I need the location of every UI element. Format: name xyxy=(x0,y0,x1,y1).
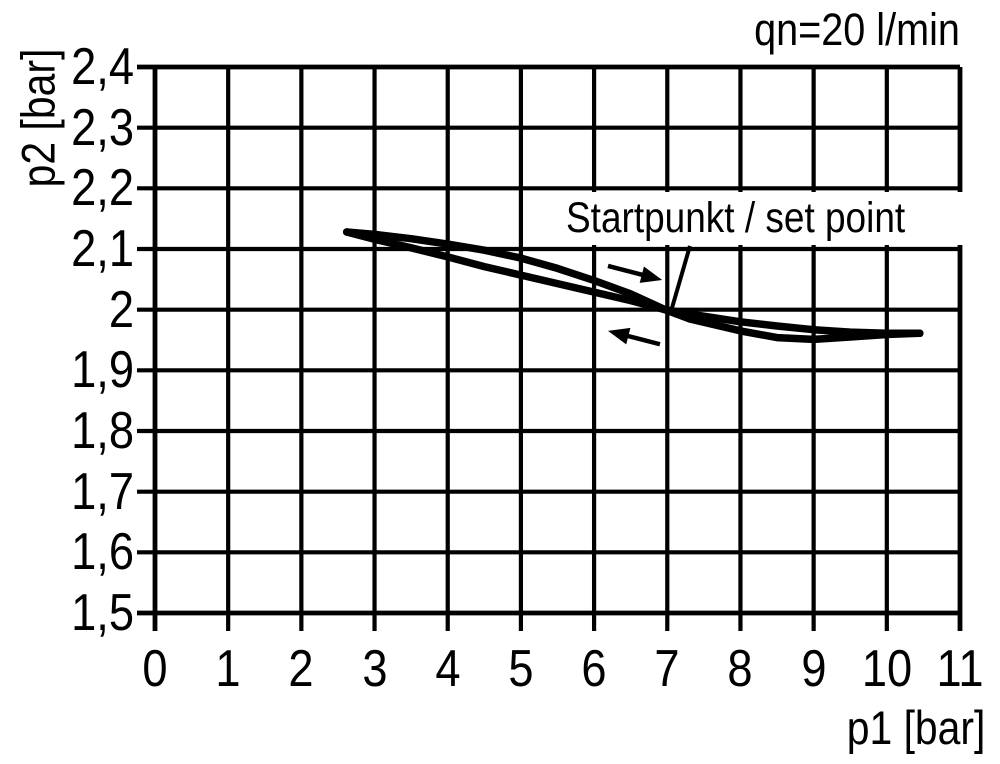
y-tick-label: 2,2 xyxy=(71,159,134,218)
x-tick-label: 7 xyxy=(654,640,680,698)
y-tick-label: 2,4 xyxy=(71,38,134,96)
arrow-shaft-forward-direction xyxy=(607,263,647,278)
x-axis-title: p1 [bar] xyxy=(846,701,985,754)
curve-return-branch xyxy=(342,228,924,338)
x-tick-label: 10 xyxy=(861,640,912,698)
set-point-annotation-text: Startpunkt / set point xyxy=(566,194,906,242)
x-tick-label: 11 xyxy=(936,640,984,698)
x-tick-label: 9 xyxy=(801,640,827,698)
set-point-annotation: Startpunkt / set point xyxy=(552,192,966,245)
x-tick-label: 5 xyxy=(508,640,534,698)
x-tick-label: 6 xyxy=(581,640,607,698)
arrow-head-return-direction xyxy=(607,327,631,345)
y-tick-label: 2 xyxy=(108,280,134,339)
arrow-shaft-return-direction xyxy=(623,332,661,347)
x-tick-label: 3 xyxy=(361,640,388,698)
y-tick-label: 1,8 xyxy=(71,402,134,460)
x-tick-label: 1 xyxy=(215,640,241,698)
y-tick-label: 1,5 xyxy=(71,584,134,642)
x-tick-label: 2 xyxy=(288,640,314,698)
x-tick-label: 4 xyxy=(435,640,461,698)
y-tick-label: 2,3 xyxy=(71,98,134,157)
arrow-head-forward-direction xyxy=(639,266,663,283)
y-tick-label: 1,6 xyxy=(71,523,134,582)
x-tick-label: 8 xyxy=(727,640,754,698)
y-tick-label: 1,7 xyxy=(71,462,134,521)
curve-forward-branch xyxy=(342,228,924,344)
y-tick-label: 2,1 xyxy=(71,220,134,278)
x-tick-label: 0 xyxy=(142,640,168,698)
annotation-leader-line xyxy=(669,245,692,310)
y-tick-label: 1,9 xyxy=(71,341,134,400)
flow-rate-label: qn=20 l/min xyxy=(754,4,960,55)
